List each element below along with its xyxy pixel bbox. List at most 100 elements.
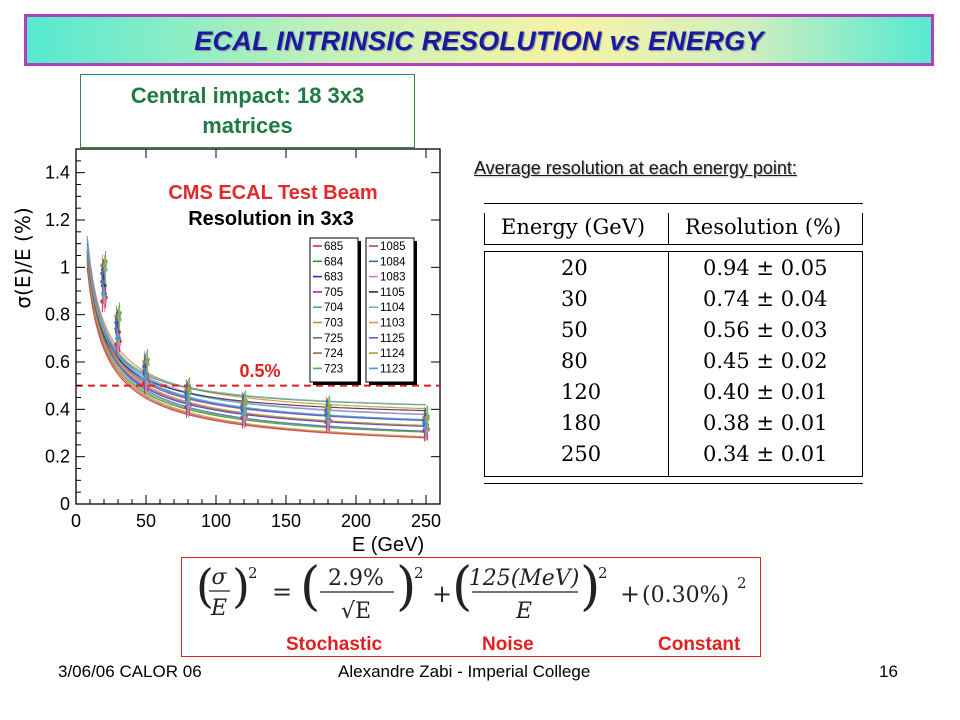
resolution-formula: ( σ E ) 2 = ( 2.9% √E ) 2 + ( 125(MeV) E… (196, 558, 747, 624)
legend-entry: 1084 (380, 256, 406, 268)
table-cell-energy: 120 (561, 380, 602, 404)
data-point (241, 412, 246, 417)
chart-title: CMS ECAL Test Beam (168, 182, 377, 204)
impact-note-line1: Central impact: 18 3x3 (130, 83, 365, 108)
formula-stochastic-den: √E (341, 599, 371, 624)
axes: 0 50 100 150 200 250 0 0.2 0.4 0.6 0.8 1 1.2 1.4 (45, 149, 441, 531)
data-point (143, 376, 148, 381)
table-bottom-rule (484, 483, 863, 484)
formula-power-2: 2 (414, 564, 424, 582)
legend-entry: 725 (324, 333, 343, 345)
resolution-chart: 0 50 100 150 200 250 0 0.2 0.4 0.6 0.8 1 1.2 1.4 CMS … (11, 148, 441, 556)
data-point (184, 395, 189, 400)
x-tick-label: 200 (341, 511, 371, 531)
legend-entry: 704 (324, 302, 344, 314)
paren-close-3: ) (580, 558, 600, 617)
y-tick-label: 0.4 (45, 399, 70, 419)
data-point (324, 411, 329, 417)
legend-entry: 1105 (380, 287, 405, 299)
header-energy: Energy (GeV) (501, 215, 646, 239)
formula-power-1: 2 (248, 564, 258, 582)
header-resolution: Resolution (%) (685, 215, 842, 239)
data-point (100, 279, 105, 284)
paren-close-1: ) (232, 559, 250, 613)
x-tick-label: 50 (136, 511, 156, 531)
formula-plus-1: + (432, 580, 452, 608)
slide-title: ECAL INTRINSIC RESOLUTION vs ENERGY (194, 26, 764, 56)
legend-entry: 1123 (380, 363, 405, 375)
x-tick-label: 250 (411, 511, 441, 531)
stochastic-label: Stochastic (286, 634, 383, 655)
data-point (115, 336, 120, 341)
impact-note-line2: matrices (202, 113, 293, 138)
formula-stochastic-num: 2.9% (328, 566, 384, 591)
legend-entry: 685 (324, 241, 343, 253)
y-tick-label: 1.2 (45, 210, 70, 230)
legend-entry: 684 (324, 256, 344, 268)
table-body-separator (668, 252, 669, 476)
legend-entry: 1103 (380, 318, 405, 330)
x-tick-label: 100 (201, 511, 231, 531)
paren-open-3: ( (452, 558, 472, 617)
table-cell-resolution: 0.56 ± 0.03 (703, 318, 828, 342)
noise-label: Noise (482, 634, 534, 655)
formula-plus-2: + (620, 580, 640, 608)
table-header: Energy (GeV) Resolution (%) (484, 213, 863, 245)
footer-date: 3/06/06 CALOR 06 (58, 662, 202, 681)
table-cell-resolution: 0.45 ± 0.02 (703, 349, 828, 373)
fit-curve (86, 258, 427, 438)
table-header-separator (668, 213, 669, 244)
legend-entry: 1125 (380, 333, 405, 345)
paren-open-2: ( (300, 558, 320, 617)
formula-lhs-den: E (210, 596, 227, 621)
formula-power-4: 2 (737, 574, 747, 592)
fit-curve (86, 252, 427, 432)
x-tick-label: 0 (71, 511, 81, 531)
chart-legend: 685 684 683 705 704 703 725 724 723 1085 1084 1083 1… (309, 237, 417, 385)
legend-entry: 1124 (380, 348, 405, 360)
y-tick-label: 1.4 (45, 163, 70, 183)
y-tick-label: 0.6 (45, 352, 70, 372)
data-point (423, 425, 428, 431)
chart-subtitle: Resolution in 3x3 (188, 208, 354, 230)
fit-curve (86, 267, 427, 439)
data-point (144, 359, 149, 365)
data-point (116, 314, 122, 319)
data-point (142, 369, 147, 374)
legend-entry: 683 (324, 272, 343, 284)
data-points (100, 250, 430, 442)
legend-entry: 1104 (380, 302, 405, 314)
y-tick-label: 0 (60, 494, 70, 514)
formula-noise-den: E (515, 599, 532, 624)
paren-open-1: ( (196, 559, 214, 613)
data-point (103, 267, 108, 272)
table-cell-energy: 250 (561, 442, 602, 466)
average-resolution-label: Average resolution at each energy point: (474, 158, 797, 178)
formula-constant: (0.30%) (642, 583, 729, 608)
formula-equals: = (272, 578, 292, 606)
formula-lhs-num: σ (211, 565, 227, 590)
y-axis-label: σ(E)/E (%) (11, 207, 35, 308)
data-point (101, 295, 107, 300)
data-point (186, 387, 191, 393)
legend-entry: 703 (324, 318, 343, 330)
table-cell-resolution: 0.34 ± 0.01 (703, 442, 828, 466)
data-point (242, 400, 247, 405)
legend-entry: 1085 (380, 241, 406, 253)
resolution-formula-box: ( σ E ) 2 = ( 2.9% √E ) 2 + ( 125(MeV) E… (181, 557, 761, 657)
formula-power-3: 2 (598, 564, 608, 582)
table-cell-energy: 180 (561, 411, 602, 435)
table-top-rule (484, 203, 863, 204)
x-axis-label: E (GeV) (352, 534, 424, 556)
table-body: 20 0.94 ± 0.05 30 0.74 ± 0.04 50 0.56 ± 0.03 8… (484, 251, 863, 477)
constant-label: Constant (658, 634, 741, 655)
legend-entry: 1083 (380, 272, 406, 284)
x-tick-label: 150 (271, 511, 301, 531)
title-banner: ECAL INTRINSIC RESOLUTION vs ENERGY (24, 14, 934, 66)
formula-noise-num: 125(MeV) (469, 566, 580, 591)
reference-line-label: 0.5% (239, 361, 280, 381)
page-number: 16 (879, 662, 898, 681)
paren-close-2: ) (396, 558, 416, 617)
data-point (325, 416, 330, 422)
footer-author: Alexandre Zabi - Imperial College (338, 662, 591, 681)
